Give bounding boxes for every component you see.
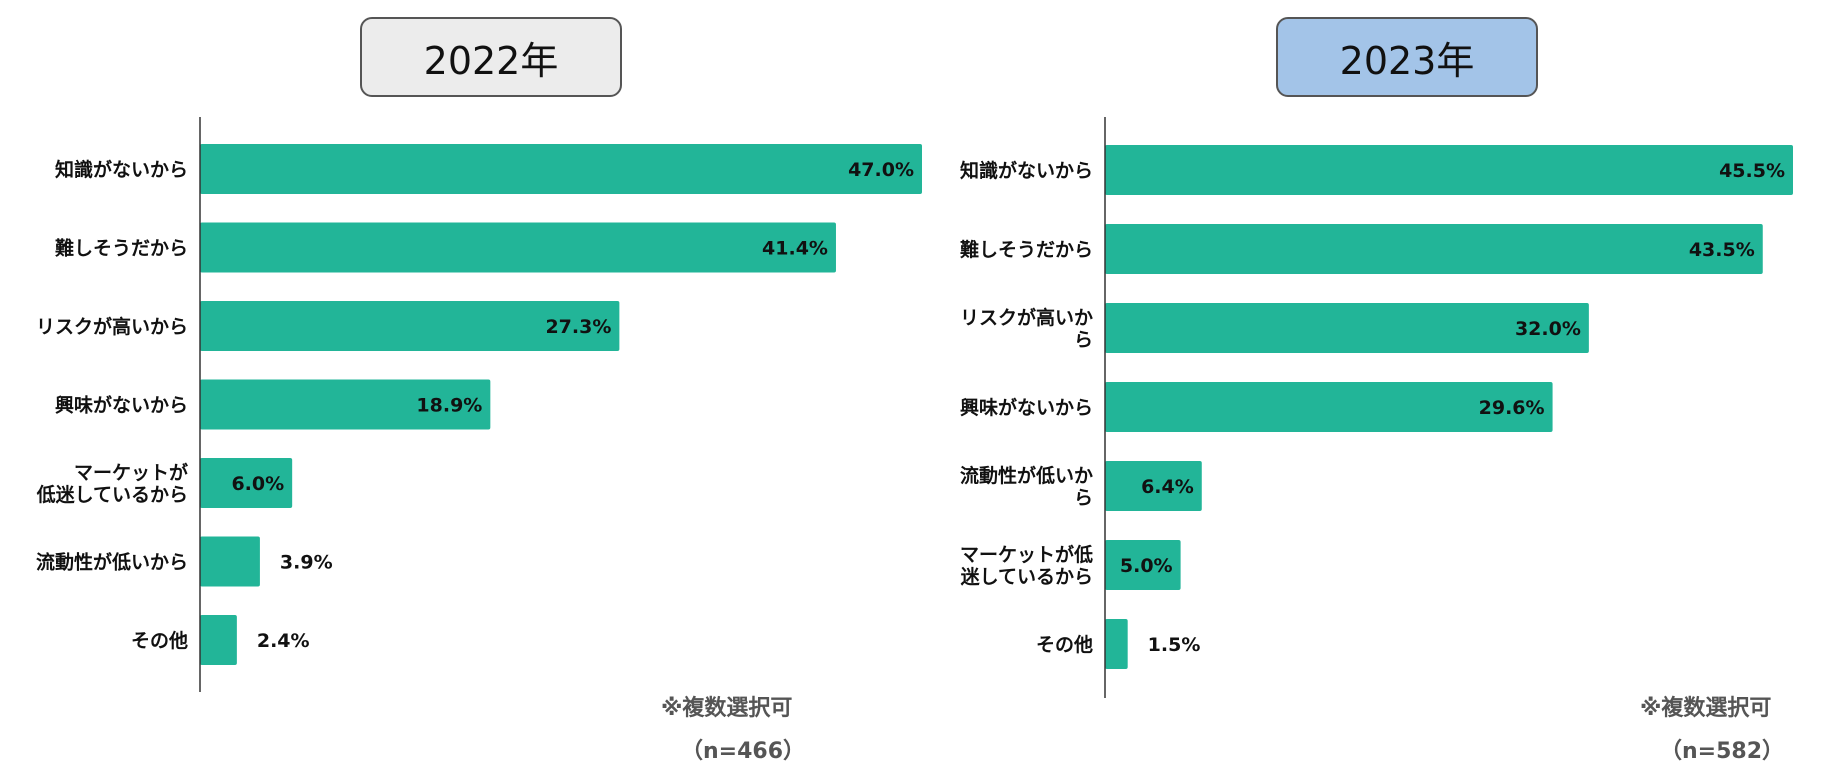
- value-label: 6.4%: [1141, 476, 1194, 498]
- bar: [200, 615, 237, 665]
- value-label: 32.0%: [1515, 318, 1581, 340]
- sample-size-label: （n=582）: [1660, 739, 1785, 764]
- bar: [200, 458, 293, 508]
- bar-chart-svg: 47.0% 知識がないから 41.4% 難しそうだから 27.3% リスクが高いから 18.…: [36, 117, 922, 692]
- category-label: 知識がないから: [960, 159, 1093, 182]
- category-label: 流動性が低いから: [960, 464, 1093, 509]
- bar: [1105, 461, 1202, 511]
- value-label: 27.3%: [545, 316, 611, 338]
- category-label: マーケットが低迷しているから: [36, 461, 188, 506]
- bar: [1105, 540, 1181, 590]
- chart-panel-2022: 2022年 47.0% 知識がないから 41.4% 難しそうだから 27.3% リスクが高…: [36, 17, 922, 764]
- value-label: 18.9%: [416, 395, 482, 417]
- category-label: 流動性が低いから: [36, 551, 188, 574]
- category-label: 知識がないから: [55, 158, 188, 181]
- category-label: リスクが高いから: [36, 315, 188, 338]
- category-label: 興味がないから: [55, 394, 188, 417]
- multiple-choice-note: ※複数選択可: [1640, 696, 1772, 721]
- category-label: 難しそうだから: [960, 238, 1093, 261]
- bar-chart: 45.5% 知識がないから 43.5% 難しそうだから 32.0% リスクが高いから 29.…: [905, 0, 1832, 784]
- value-label: 3.9%: [280, 552, 333, 574]
- bar: [200, 144, 922, 194]
- value-label: 47.0%: [848, 159, 914, 181]
- bar: [200, 222, 836, 273]
- bar-chart-svg: 45.5% 知識がないから 43.5% 難しそうだから 32.0% リスクが高いから 29.…: [960, 117, 1793, 698]
- value-label: 1.5%: [1148, 634, 1201, 656]
- bar: [200, 301, 620, 351]
- chart-title: 2023年: [1276, 17, 1538, 97]
- bar: [200, 379, 491, 430]
- value-label: 5.0%: [1120, 555, 1173, 577]
- value-label: 29.6%: [1479, 397, 1545, 419]
- bar: [1105, 224, 1763, 274]
- multiple-choice-note: ※複数選択可: [661, 696, 793, 721]
- bar: [1105, 619, 1128, 669]
- sample-size-label: （n=466）: [681, 739, 806, 764]
- category-label: その他: [131, 629, 188, 652]
- chart-title: 2022年: [360, 17, 622, 97]
- value-label: 43.5%: [1689, 239, 1755, 261]
- category-label: 難しそうだから: [55, 237, 188, 260]
- bar: [200, 536, 260, 587]
- value-label: 2.4%: [257, 630, 310, 652]
- bar: [1105, 303, 1589, 353]
- category-label: その他: [1036, 633, 1093, 656]
- value-label: 45.5%: [1719, 160, 1785, 182]
- bar: [1105, 145, 1793, 195]
- chart-panel-2023: 2023年 45.5% 知識がないから 43.5% 難しそうだから 32.0% リスクが高…: [905, 0, 1832, 784]
- category-label: マーケットが低迷しているから: [960, 543, 1093, 588]
- category-label: 興味がないから: [960, 396, 1093, 419]
- value-label: 41.4%: [762, 238, 828, 260]
- category-label: リスクが高いから: [960, 306, 1093, 351]
- bar: [1105, 382, 1553, 432]
- value-label: 6.0%: [231, 473, 284, 495]
- bar-chart: 47.0% 知識がないから 41.4% 難しそうだから 27.3% リスクが高いから 18.…: [36, 117, 922, 692]
